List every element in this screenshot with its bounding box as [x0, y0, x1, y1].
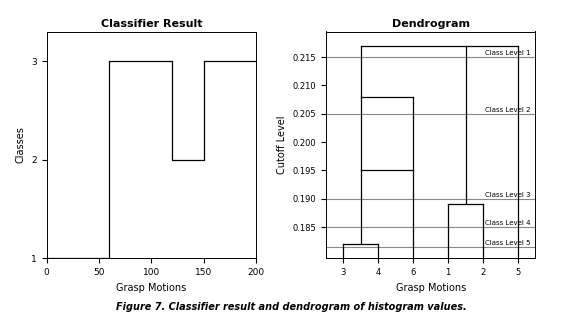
Y-axis label: Classes: Classes	[16, 126, 26, 163]
Y-axis label: Cutoff Level: Cutoff Level	[277, 116, 287, 174]
Text: Class Level 4: Class Level 4	[485, 220, 530, 226]
Text: Class Level 2: Class Level 2	[485, 106, 530, 112]
X-axis label: Grasp Motions: Grasp Motions	[116, 283, 186, 293]
Text: Class Level 5: Class Level 5	[485, 240, 530, 246]
Title: Classifier Result: Classifier Result	[101, 19, 202, 29]
Text: Class Level 3: Class Level 3	[485, 192, 530, 198]
Text: Figure 7. Classifier result and dendrogram of histogram values.: Figure 7. Classifier result and dendrogr…	[116, 302, 466, 312]
X-axis label: Grasp Motions: Grasp Motions	[396, 283, 466, 293]
Title: Dendrogram: Dendrogram	[392, 19, 470, 29]
Text: Class Level 1: Class Level 1	[485, 50, 530, 56]
